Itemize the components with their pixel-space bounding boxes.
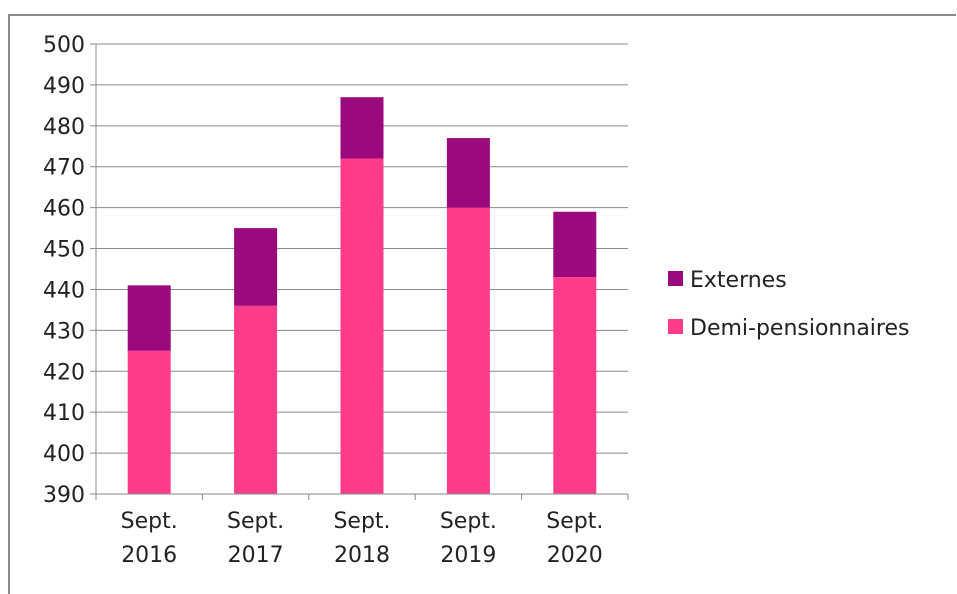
axes xyxy=(95,44,628,495)
bar-externes-3 xyxy=(446,138,490,208)
y-tick-label: 420 xyxy=(43,360,85,385)
legend-label: Demi-pensionnaires xyxy=(690,316,909,341)
y-tick-label: 460 xyxy=(43,197,85,222)
bar-demi-pensionnaires-2 xyxy=(340,158,384,494)
x-tick-label: 2017 xyxy=(228,543,284,568)
x-tick-label: Sept. xyxy=(546,509,603,534)
x-tick-label: 2020 xyxy=(547,543,603,568)
x-tick-label: 2016 xyxy=(121,543,177,568)
y-tick-label: 390 xyxy=(43,483,85,508)
y-tick-label: 480 xyxy=(43,115,85,140)
bar-demi-pensionnaires-1 xyxy=(234,305,278,494)
y-tick-label: 400 xyxy=(43,442,85,467)
bar-externes-1 xyxy=(234,228,278,306)
x-tick-label: 2018 xyxy=(334,543,390,568)
x-tick-label: 2019 xyxy=(440,543,496,568)
y-tick-label: 490 xyxy=(43,74,85,99)
legend-label: Externes xyxy=(690,268,787,293)
y-tick-label: 500 xyxy=(43,33,85,58)
y-tick-label: 410 xyxy=(43,401,85,426)
x-tick-label: Sept. xyxy=(440,509,497,534)
y-tick-label: 450 xyxy=(43,238,85,263)
legend-swatch xyxy=(668,271,683,286)
x-tick-label: Sept. xyxy=(121,509,178,534)
chart-frame xyxy=(8,14,956,594)
bar-demi-pensionnaires-3 xyxy=(446,207,490,495)
bars xyxy=(127,97,597,495)
bar-demi-pensionnaires-0 xyxy=(127,350,171,494)
y-tick-labels: 390 400 410 420 430 440 450 460 470 480 490 500 xyxy=(43,33,85,508)
y-tick-label: 440 xyxy=(43,278,85,303)
bar-externes-4 xyxy=(553,211,597,278)
y-tick-label: 470 xyxy=(43,156,85,181)
x-tick-label: Sept. xyxy=(333,509,390,534)
bar-externes-2 xyxy=(340,97,384,159)
y-tick-label: 430 xyxy=(43,319,85,344)
x-tick-label: Sept. xyxy=(227,509,284,534)
legend: Externes Demi-pensionnaires xyxy=(668,268,909,341)
legend-swatch xyxy=(668,319,683,334)
bar-externes-0 xyxy=(127,285,171,351)
bar-demi-pensionnaires-4 xyxy=(553,277,597,494)
x-tick-labels: Sept. 2016 Sept. 2017 Sept. 2018 Sept. 2019 Sept… xyxy=(121,509,604,568)
